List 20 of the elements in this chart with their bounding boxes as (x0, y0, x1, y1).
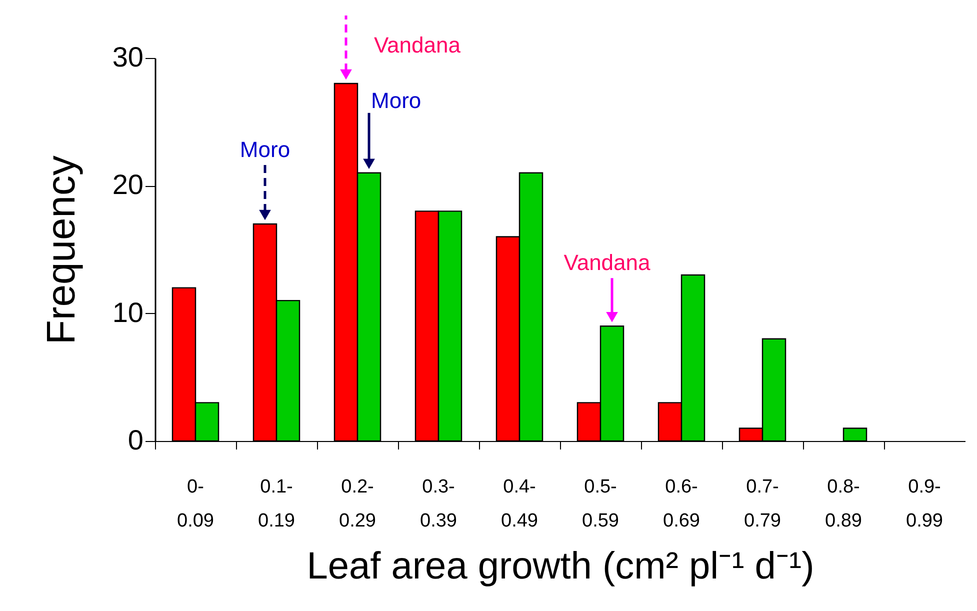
y-axis-title: Frequency (39, 156, 84, 344)
x-tick-label: 0.6- 0.69 (663, 476, 700, 532)
x-tick-label: 0.1- 0.19 (258, 476, 295, 532)
y-tick-label: 30 (112, 42, 144, 72)
annotation: Moro (371, 88, 422, 113)
x-tick-label: 0- 0.09 (177, 476, 214, 532)
y-tick-label: 20 (112, 169, 144, 200)
x-tick-label: 0.4- 0.49 (501, 476, 538, 532)
x-tick-label: 0.8- 0.89 (825, 476, 862, 532)
annotation: Moro (240, 136, 290, 162)
y-tick-label: 10 (112, 296, 144, 328)
x-axis-title: Leaf area growth (cm² pl⁻¹ d⁻¹) (306, 546, 814, 588)
x-tick-label: 0.7- 0.79 (744, 476, 781, 532)
y-tick-label: 0 (128, 424, 144, 456)
x-tick-label: 0.3- 0.39 (420, 476, 457, 532)
x-tick-label: 0.5- 0.59 (582, 476, 619, 532)
x-tick-label: 0.2- 0.29 (339, 476, 376, 532)
annotation: Vandana (564, 250, 651, 276)
x-tick-label: 0.9- 0.99 (906, 476, 943, 532)
annotation: Vandana (374, 32, 462, 58)
